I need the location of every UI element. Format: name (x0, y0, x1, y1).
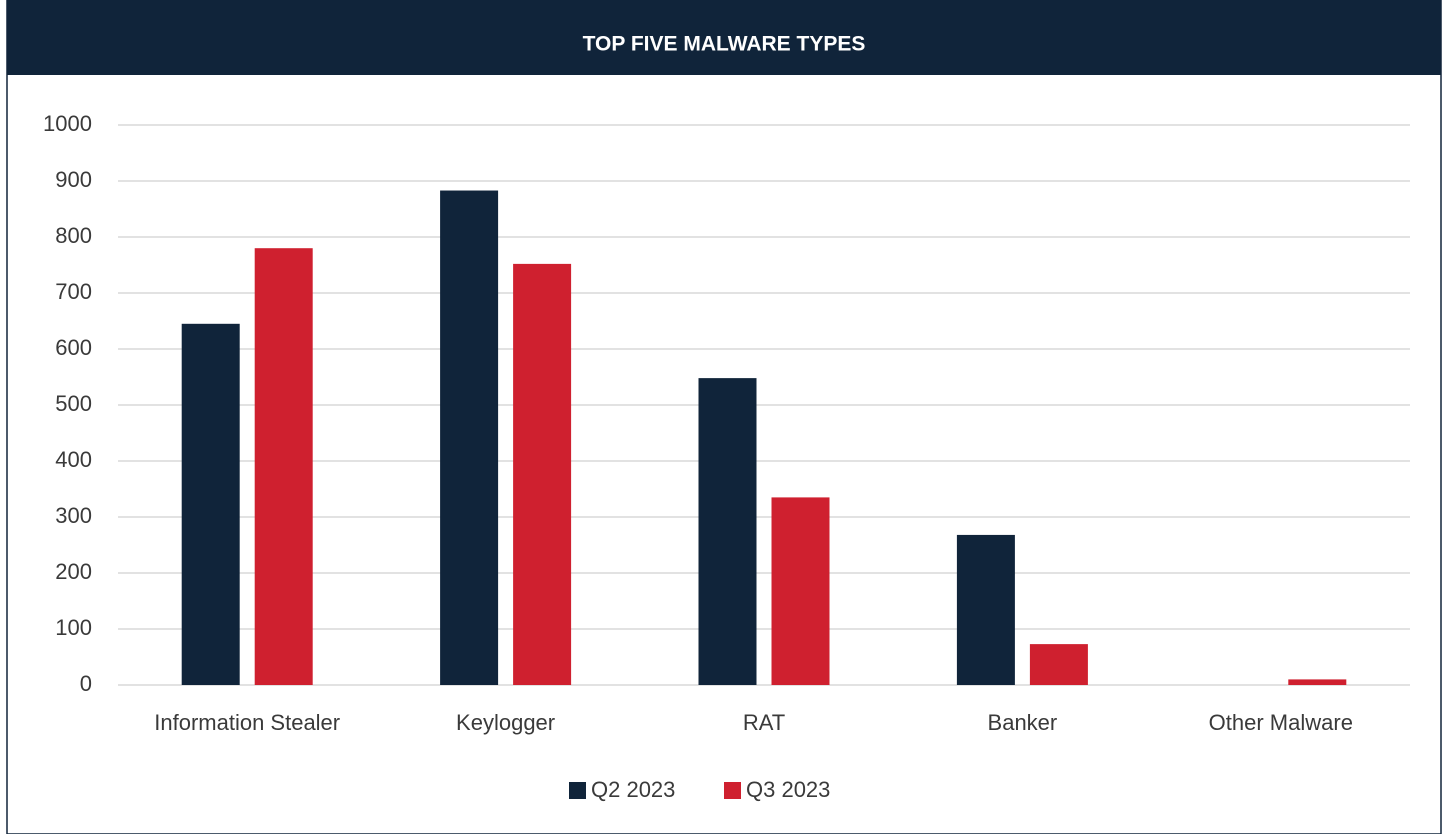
legend-label: Q3 2023 (746, 777, 830, 802)
x-tick-label: Information Stealer (154, 710, 340, 735)
bar (771, 497, 830, 685)
x-tick-label: Other Malware (1209, 710, 1353, 735)
y-tick-label: 1000 (43, 111, 92, 136)
y-tick-label: 200 (55, 559, 92, 584)
bar (1029, 644, 1088, 685)
bar (440, 190, 499, 685)
chart-title: TOP FIVE MALWARE TYPES (583, 33, 866, 56)
x-tick-label: Banker (988, 710, 1058, 735)
bar (956, 534, 1015, 685)
header (7, 0, 1441, 75)
y-tick-label: 900 (55, 167, 92, 192)
y-tick-label: 600 (55, 335, 92, 360)
y-tick-label: 700 (55, 279, 92, 304)
bar (698, 378, 757, 685)
bar (181, 323, 240, 685)
legend-label: Q2 2023 (591, 777, 675, 802)
y-tick-label: 0 (80, 671, 92, 696)
y-tick-label: 500 (55, 391, 92, 416)
bar (1288, 679, 1347, 685)
x-tick-label: Keylogger (456, 710, 555, 735)
bar (513, 263, 572, 685)
legend-swatch (724, 782, 741, 799)
bar (254, 248, 313, 685)
y-tick-label: 300 (55, 503, 92, 528)
legend-swatch (569, 782, 586, 799)
y-tick-label: 400 (55, 447, 92, 472)
x-tick-label: RAT (743, 710, 785, 735)
y-tick-label: 800 (55, 223, 92, 248)
y-tick-label: 100 (55, 615, 92, 640)
